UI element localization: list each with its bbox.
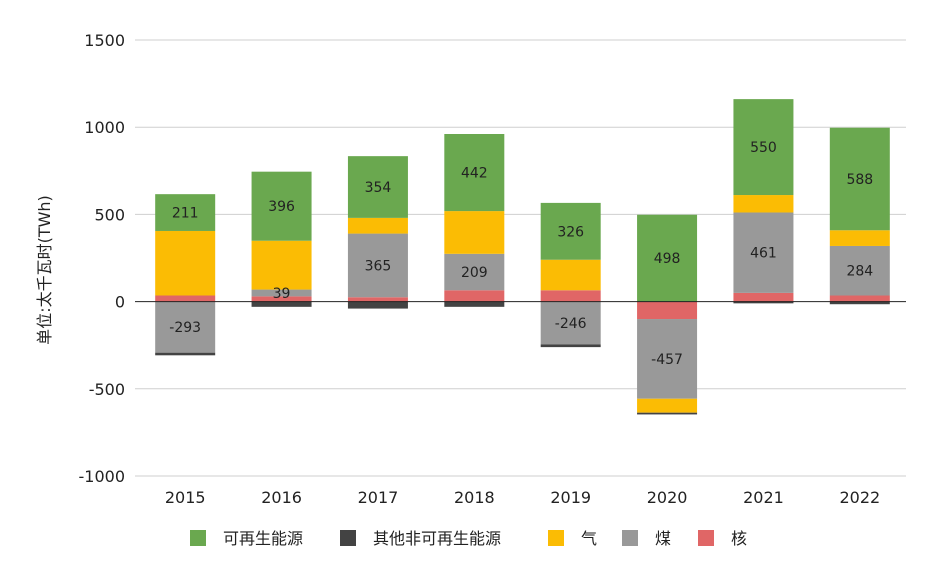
- x-tick-label: 2022: [839, 488, 880, 507]
- bar-segment: [733, 292, 794, 302]
- bar-segment: [637, 301, 698, 320]
- bar-segment: [540, 290, 601, 302]
- data-labels-layer: -293 211 39 396 365 354 209 442 -246 326 -457 498 46…: [169, 140, 873, 368]
- bar-segment: [155, 194, 216, 231]
- bar-segment: [251, 289, 312, 297]
- data-label: -246: [555, 316, 587, 332]
- bar-segment: [251, 296, 312, 302]
- data-label: -293: [169, 320, 201, 336]
- bar-segment: [637, 412, 698, 415]
- bar-segment: [540, 202, 601, 260]
- bar-segment: [251, 240, 312, 290]
- bar-segment: [155, 352, 216, 356]
- data-label: 211: [172, 206, 199, 222]
- bar-segment: [540, 344, 601, 348]
- data-label: -457: [651, 352, 683, 368]
- bar-segment: [829, 295, 890, 302]
- bar-segment: [829, 245, 890, 296]
- bar-segment: [347, 301, 408, 309]
- y-tick-label: 1500: [84, 31, 125, 50]
- data-label: 396: [268, 199, 295, 215]
- bar-segment: [444, 253, 505, 291]
- x-tick-label: 2015: [165, 488, 206, 507]
- y-tick-label: -500: [89, 380, 125, 399]
- legend-label: 可再生能源: [223, 529, 303, 548]
- bar-segment: [829, 127, 890, 231]
- x-tick-label: 2017: [358, 488, 399, 507]
- data-label: 209: [461, 265, 488, 281]
- bar-segment: [733, 212, 794, 293]
- x-tick-label: 2021: [743, 488, 784, 507]
- bar-segment: [637, 319, 698, 399]
- y-axis-label: 单位:太千瓦时(TWh): [35, 195, 54, 345]
- legend-swatch: [698, 530, 714, 546]
- bar-segment: [155, 230, 216, 296]
- data-label: 442: [461, 166, 488, 182]
- bar-segment: [829, 230, 890, 246]
- bar-segment: [347, 156, 408, 218]
- bar-segment: [829, 301, 890, 305]
- y-tick-label: 1000: [84, 118, 125, 137]
- bar-segment: [733, 195, 794, 213]
- bar-segment: [347, 297, 408, 302]
- bar-segment: [444, 211, 505, 254]
- x-tick-label: 2016: [261, 488, 302, 507]
- legend-label: 煤: [655, 529, 671, 548]
- data-label: 39: [273, 286, 291, 302]
- data-label: 365: [365, 258, 392, 274]
- bar-segment: [155, 301, 216, 353]
- data-label: 284: [846, 264, 873, 280]
- bar-segment: [251, 301, 312, 307]
- bar-segment: [540, 301, 601, 345]
- legend-swatch: [622, 530, 638, 546]
- legend-swatch: [340, 530, 356, 546]
- bar-segment: [637, 214, 698, 302]
- bar-segment: [733, 301, 794, 304]
- bar-segment: [347, 217, 408, 234]
- bar-segment: [733, 99, 794, 196]
- y-tick-label: -1000: [79, 467, 126, 486]
- bar-segment: [444, 301, 505, 307]
- legend-swatch: [190, 530, 206, 546]
- bar-segment: [444, 290, 505, 302]
- x-tick-label: 2018: [454, 488, 495, 507]
- legend-label: 其他非可再生能源: [373, 529, 501, 548]
- data-label: 354: [365, 180, 392, 196]
- data-label: 588: [846, 172, 873, 188]
- y-tick-label: 500: [94, 205, 125, 224]
- x-tick-label: 2020: [647, 488, 688, 507]
- bar-segment: [155, 295, 216, 302]
- bar-segment: [347, 233, 408, 298]
- bar-segment: [540, 259, 601, 291]
- data-label: 498: [654, 251, 681, 267]
- data-label: 550: [750, 140, 777, 156]
- legend-label: 核: [731, 529, 747, 548]
- bar-segment: [637, 398, 698, 413]
- bar-segment: [444, 134, 505, 212]
- legend: 可再生能源 其他非可再生能源 气 煤 核: [190, 529, 747, 548]
- axis-layer: 1500 1000 500 0 -500 -1000 2015 2016 2017 2018 201…: [79, 31, 906, 507]
- bars-layer: [155, 99, 890, 415]
- legend-label: 气: [581, 529, 597, 548]
- legend-swatch: [548, 530, 564, 546]
- x-tick-label: 2019: [550, 488, 591, 507]
- bar-segment: [251, 171, 312, 241]
- data-label: 461: [750, 246, 777, 262]
- y-tick-label: 0: [115, 293, 125, 312]
- data-label: 326: [557, 224, 584, 240]
